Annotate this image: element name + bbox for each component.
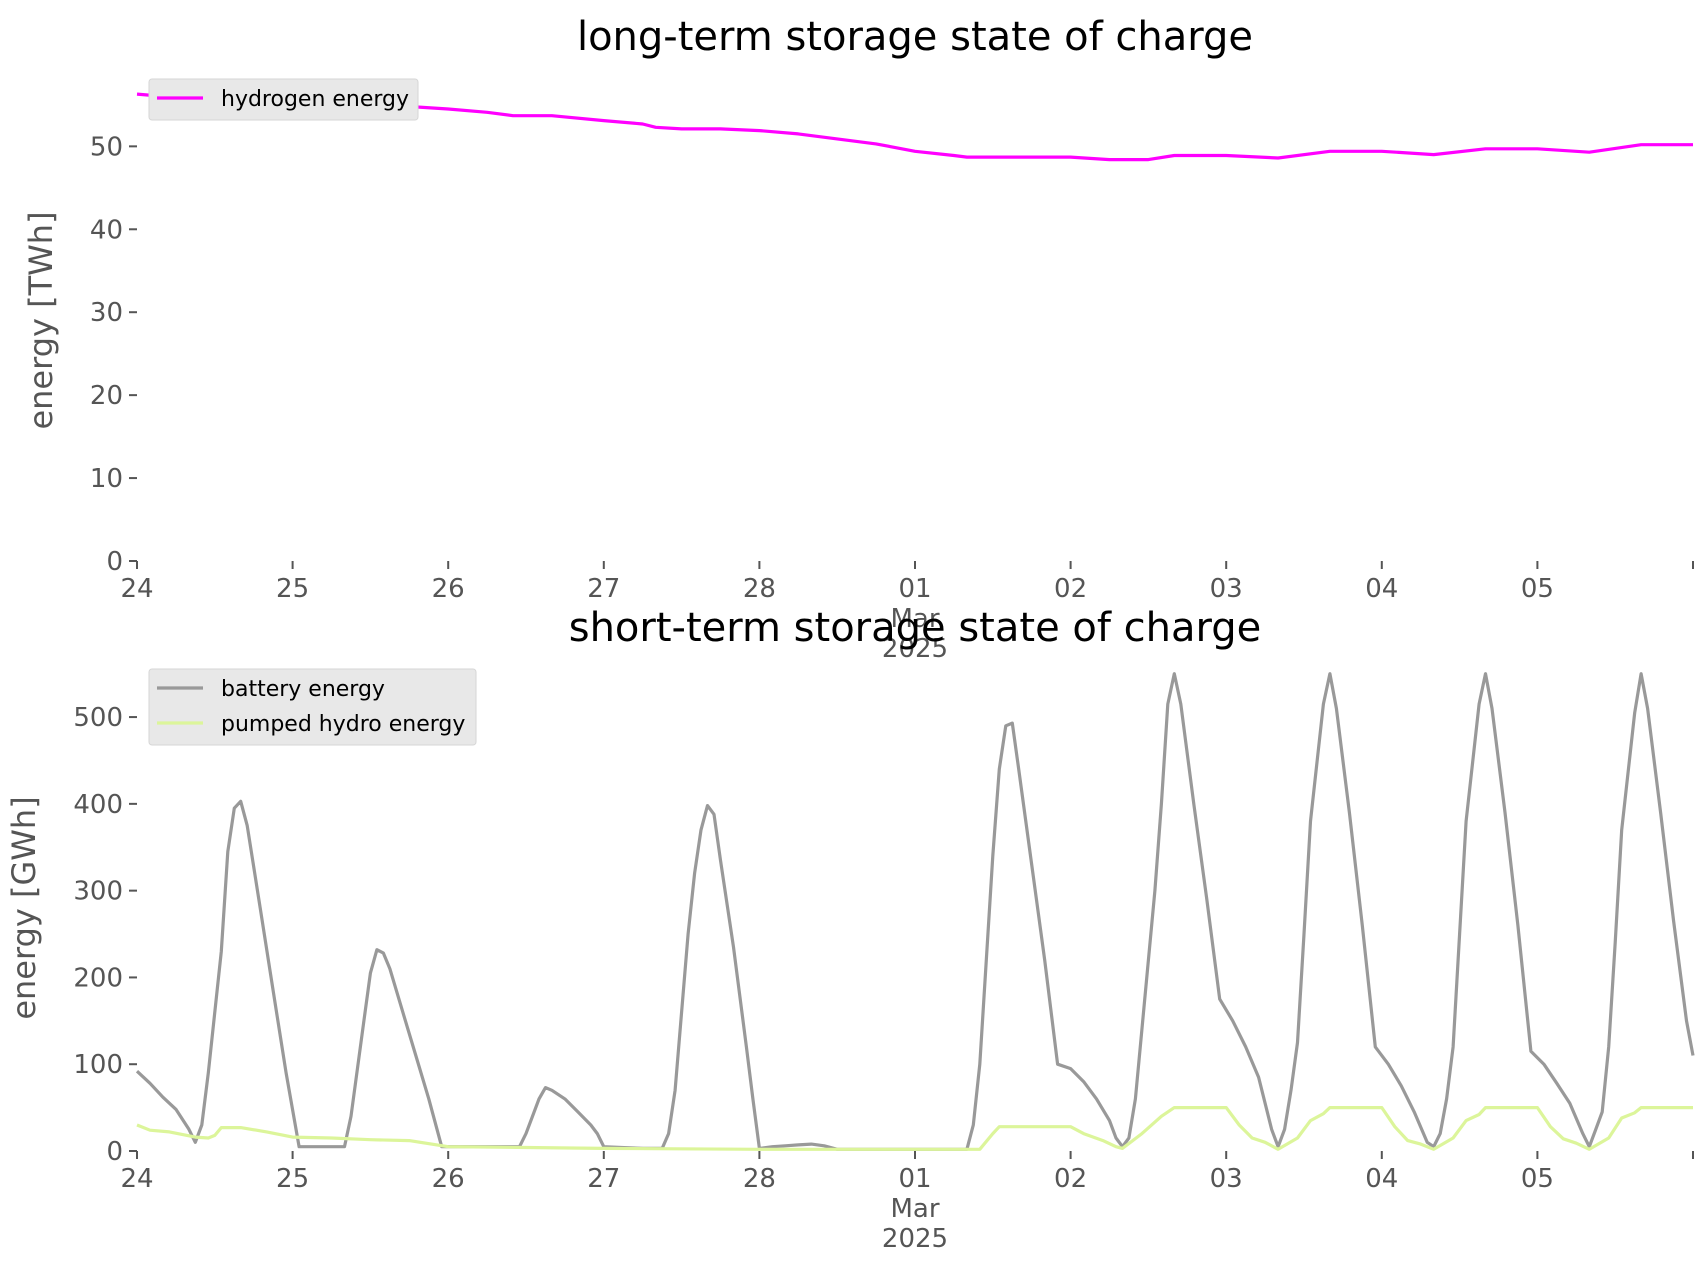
x-tick-label: 25 [276, 1164, 309, 1194]
legend-entry: hydrogen energy [221, 87, 409, 112]
x-tick-label: 05 [1521, 574, 1554, 604]
y-tick-label: 500 [73, 703, 123, 733]
x-tick-label: 27 [587, 1164, 620, 1194]
x-tick-label: 04 [1365, 574, 1398, 604]
x-tick-label: 01 [898, 574, 931, 604]
y-tick-label: 200 [73, 963, 123, 993]
x-tick-year-label: 2025 [882, 1224, 948, 1254]
y-tick-label: 0 [106, 547, 123, 577]
y-axis-label: energy [TWh] [22, 211, 60, 429]
x-tick-label: 26 [432, 1164, 465, 1194]
x-tick-year-label: 2025 [882, 634, 948, 664]
x-tick-label: 24 [120, 574, 153, 604]
chart-1: long-term storage state of charge energy … [22, 14, 1694, 664]
x-tick-month-label: Mar [890, 604, 939, 634]
x-tick-label: 03 [1210, 574, 1243, 604]
x-tick-label: 27 [587, 574, 620, 604]
x-tick-label: 04 [1365, 1164, 1398, 1194]
y-tick-label: 0 [106, 1137, 123, 1167]
x-tick-label: 24 [120, 1164, 153, 1194]
y-tick-label: 300 [73, 877, 123, 907]
x-tick-label: 25 [276, 574, 309, 604]
y-axis-label: energy [GWh] [5, 796, 43, 1019]
series-line-pumped-hydro-energy [136, 1106, 1693, 1151]
y-tick-label: 100 [73, 1050, 123, 1080]
chart-2: short-term storage state of charge energy… [5, 605, 1695, 1254]
y-tick-label: 30 [90, 298, 123, 328]
y-tick-label: 10 [90, 464, 123, 494]
y-tick-label: 40 [90, 215, 123, 245]
chart-title: short-term storage state of charge [569, 605, 1262, 651]
x-tick-label: 28 [743, 1164, 776, 1194]
y-tick-label: 50 [90, 132, 123, 162]
series-line-battery-energy [135, 672, 1695, 1151]
chart-title: long-term storage state of charge [577, 14, 1253, 60]
legend-box [148, 668, 477, 746]
x-tick-label: 02 [1054, 1164, 1087, 1194]
y-tick-label: 400 [73, 790, 123, 820]
legend-entry: battery energy [221, 677, 385, 702]
x-tick-label: 28 [743, 574, 776, 604]
y-tick-label: 20 [90, 381, 123, 411]
legend-entry: pumped hydro energy [221, 712, 465, 737]
x-tick-label: 01 [898, 1164, 931, 1194]
legend: hydrogen energy [148, 78, 419, 121]
legend: battery energy pumped hydro energy [148, 668, 477, 746]
x-tick-label: 26 [432, 574, 465, 604]
x-tick-label: 05 [1521, 1164, 1554, 1194]
x-tick-month-label: Mar [890, 1194, 939, 1224]
x-tick-label: 02 [1054, 574, 1087, 604]
legend-box [148, 78, 419, 121]
x-tick-label: 03 [1210, 1164, 1243, 1194]
